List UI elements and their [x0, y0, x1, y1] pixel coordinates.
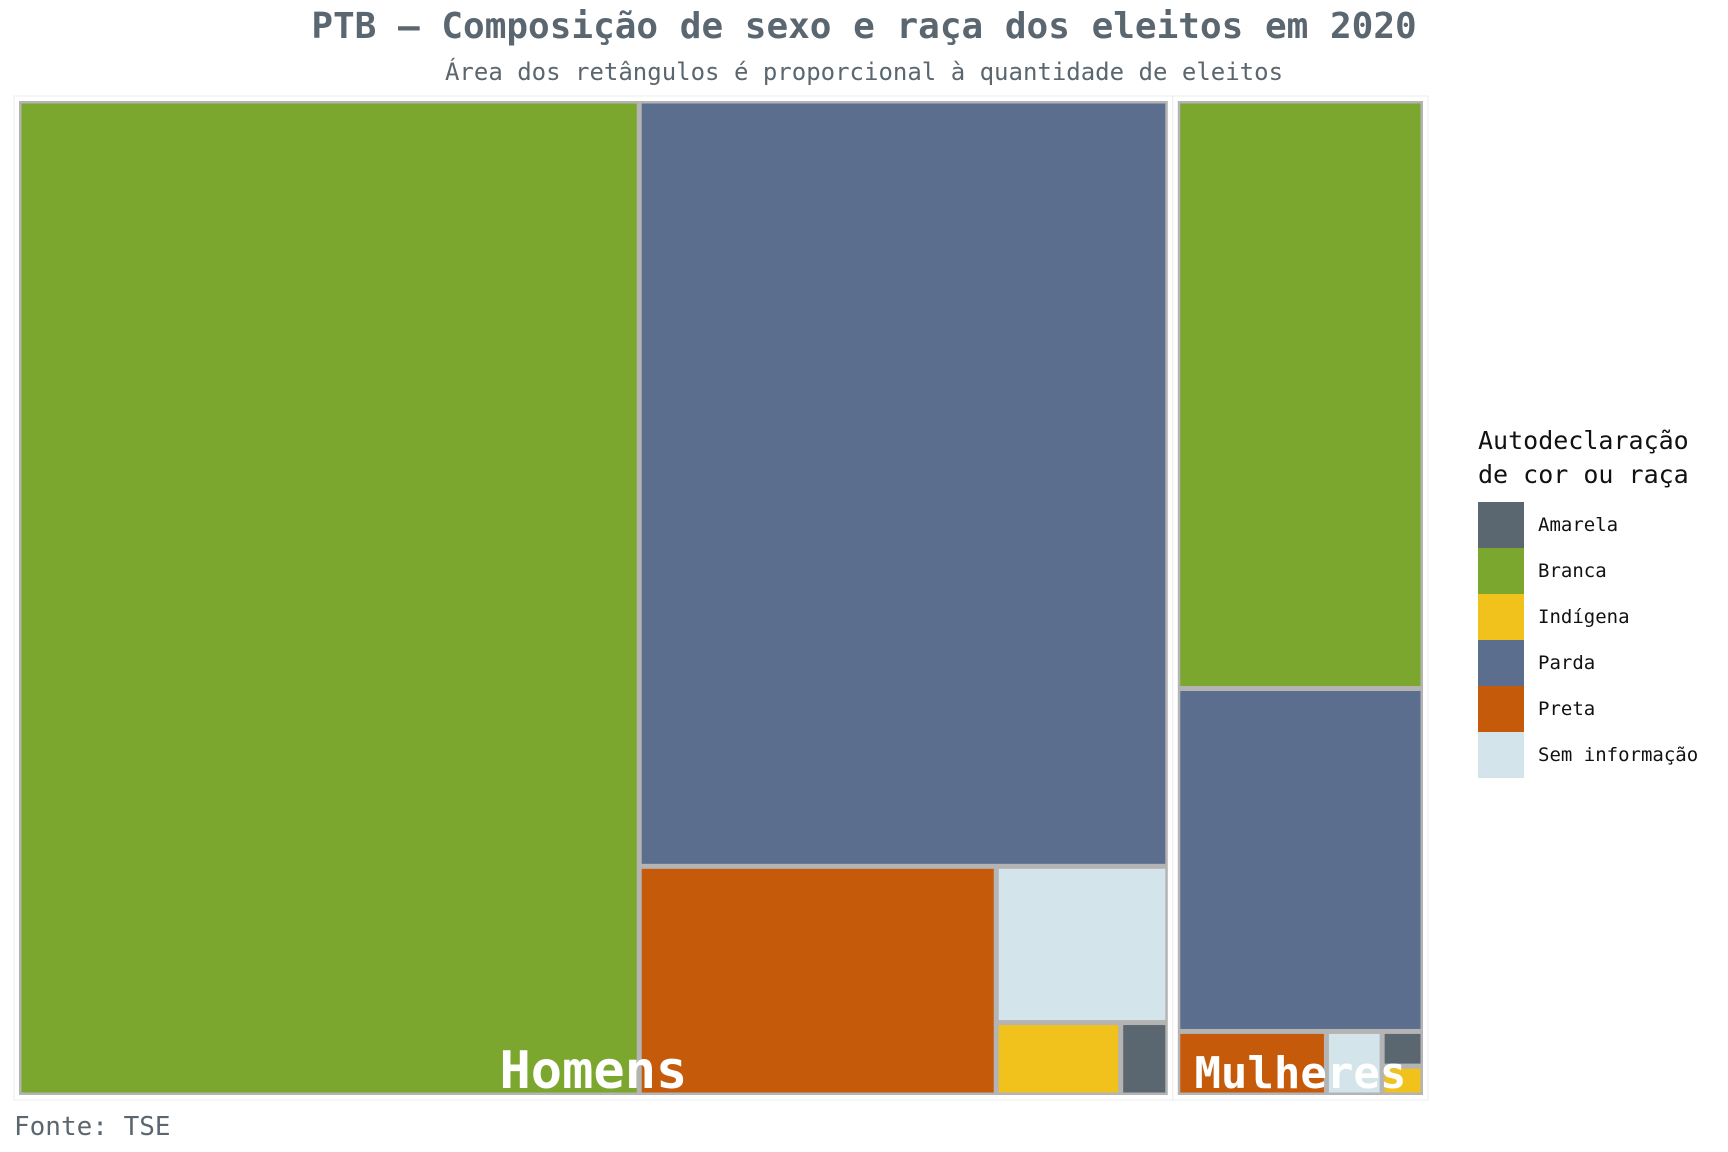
tile-homens-amarela[interactable] — [1123, 1025, 1166, 1093]
legend-label: Sem informação — [1538, 744, 1699, 766]
legend-item-preta[interactable]: Preta — [1478, 686, 1728, 732]
source-note: Fonte: TSE — [14, 1112, 171, 1142]
treemap-chart: Homens Mulheres — [13, 95, 1429, 1101]
tile-mulheres-parda[interactable] — [1180, 691, 1421, 1029]
tile-homens-preta[interactable] — [641, 868, 994, 1093]
tile-homens-parda[interactable] — [641, 103, 1166, 864]
legend-swatch — [1478, 548, 1524, 594]
legend-swatch — [1478, 732, 1524, 778]
legend-swatch — [1478, 502, 1524, 548]
group-label-homens: Homens — [499, 1041, 687, 1101]
legend-item-branca[interactable]: Branca — [1478, 548, 1728, 594]
chart-title: PTB – Composição de sexo e raça dos elei… — [311, 6, 1417, 47]
legend-item-indigena[interactable]: Indígena — [1478, 594, 1728, 640]
legend: Autodeclaração de cor ou raça Amarela Bra… — [1478, 424, 1728, 778]
legend-title: Autodeclaração de cor ou raça — [1478, 426, 1689, 489]
legend-label: Branca — [1538, 560, 1607, 582]
tile-homens-indigena[interactable] — [998, 1025, 1119, 1093]
legend-item-sem-informacao[interactable]: Sem informação — [1478, 732, 1728, 778]
group-label-mulheres: Mulheres — [1194, 1048, 1406, 1099]
legend-label: Indígena — [1538, 606, 1630, 628]
legend-swatch — [1478, 686, 1524, 732]
legend-item-amarela[interactable]: Amarela — [1478, 502, 1728, 548]
legend-swatch — [1478, 640, 1524, 686]
tile-homens-sem-informacao[interactable] — [998, 868, 1166, 1021]
tile-mulheres-branca[interactable] — [1180, 103, 1421, 687]
legend-label: Parda — [1538, 652, 1596, 674]
legend-swatch — [1478, 594, 1524, 640]
legend-items: Amarela Branca Indígena Parda Preta Sem infor… — [1478, 502, 1728, 778]
tile-mulheres-indigena[interactable] — [1384, 1068, 1421, 1093]
chart-subtitle: Área dos retângulos é proporcional à qua… — [444, 58, 1284, 86]
tile-mulheres-sem-informacao[interactable] — [1328, 1033, 1380, 1093]
legend-label: Amarela — [1538, 514, 1619, 536]
legend-label: Preta — [1538, 698, 1596, 720]
legend-item-parda[interactable]: Parda — [1478, 640, 1728, 686]
tile-homens-branca[interactable] — [21, 103, 637, 1093]
tile-mulheres-amarela[interactable] — [1384, 1033, 1421, 1064]
tile-mulheres-preta[interactable] — [1180, 1033, 1324, 1093]
